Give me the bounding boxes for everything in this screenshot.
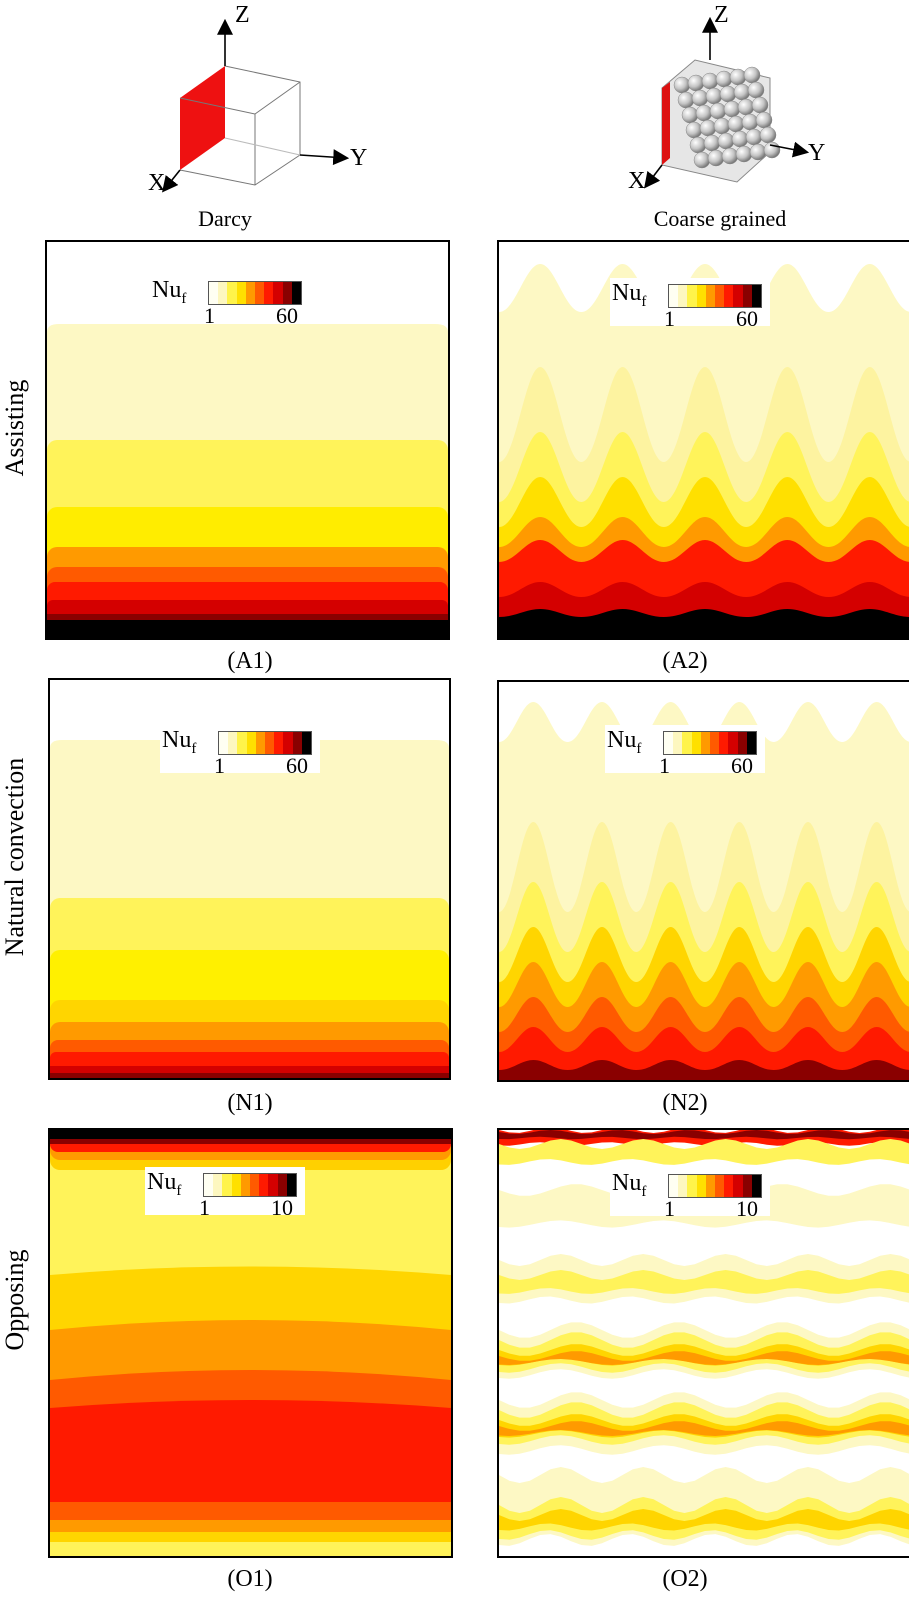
- colorbar-O1: Nuf 1 10: [145, 1167, 305, 1219]
- y-axis-label: Y: [350, 145, 368, 171]
- column-title-darcy: Darcy: [198, 206, 252, 231]
- darcy-cube-diagram: [162, 18, 350, 193]
- colorbar-symbol-text: Nu: [612, 1170, 642, 1196]
- contour-plot-O2: [499, 1130, 909, 1556]
- panel-label-O2: (O2): [662, 1566, 708, 1592]
- panel-O2: [497, 1128, 909, 1558]
- colorbar-max-label: 60: [731, 753, 753, 778]
- colorbar-gradient: [218, 731, 312, 755]
- colorbar-max-label: 10: [271, 1195, 293, 1220]
- colorbar-symbol-sub: f: [191, 740, 197, 757]
- column-title-coarse-grained: Coarse grained: [653, 206, 787, 231]
- contour-plot-N2: [499, 682, 909, 1080]
- colorbar-max-label: 60: [736, 306, 758, 331]
- colorbar-gradient: [663, 731, 757, 755]
- contour-plot-N1: [50, 680, 449, 1078]
- row-label-assisting: Assisting: [0, 379, 29, 477]
- panel-label-A2: (A2): [662, 648, 708, 674]
- colorbar-max-label: 10: [736, 1196, 758, 1221]
- colorbar-min-label: 1: [199, 1195, 210, 1220]
- colorbar-symbol: Nuf: [152, 277, 186, 308]
- y-axis: [299, 149, 350, 166]
- colorbar-gradient: [668, 284, 762, 308]
- colorbar-A1: Nuf 1 60: [150, 275, 310, 327]
- colorbar-symbol-text: Nu: [147, 1169, 177, 1195]
- colorbar-symbol-text: Nu: [607, 727, 637, 753]
- colorbar-gradient: [668, 1174, 762, 1198]
- panel-label-N1: (N1): [227, 1090, 273, 1116]
- panel-A1: [45, 240, 450, 640]
- z-axis-label: Z: [235, 2, 250, 28]
- panel-label-O1: (O1): [227, 1566, 273, 1592]
- colorbar-min-label: 1: [664, 1196, 675, 1221]
- x-axis-label: X: [148, 170, 166, 196]
- colorbar-max-label: 60: [286, 753, 308, 778]
- colorbar-gradient: [203, 1173, 297, 1197]
- colorbar-symbol-text: Nu: [152, 277, 182, 303]
- contour-plot-O1: [50, 1130, 451, 1556]
- colorbar-symbol-sub: f: [636, 740, 642, 757]
- contour-plot-A1: [47, 242, 448, 638]
- colorbar-O2: Nuf 1 10: [610, 1168, 770, 1220]
- y-axis-label: Y: [808, 140, 826, 166]
- colorbar-N2: Nuf 1 60: [605, 725, 765, 777]
- z-axis-label: Z: [714, 2, 729, 28]
- colorbar-symbol-text: Nu: [612, 280, 642, 306]
- colorbar-min-label: 1: [659, 753, 670, 778]
- panel-O1: [48, 1128, 453, 1558]
- colorbar-max-label: 60: [276, 303, 298, 328]
- panel-label-A1: (A1): [227, 648, 273, 674]
- highlighted-face: [662, 82, 670, 165]
- coarse-grained-cube-diagram: [644, 16, 810, 189]
- x-axis-label: X: [628, 168, 646, 194]
- highlighted-face: [180, 66, 225, 170]
- panel-N2: [497, 680, 909, 1082]
- colorbar-min-label: 1: [204, 303, 215, 328]
- colorbar-symbol: Nuf: [612, 280, 646, 311]
- colorbar-symbol-sub: f: [641, 1183, 647, 1200]
- colorbar-min-label: 1: [664, 306, 675, 331]
- colorbar-symbol-sub: f: [181, 290, 187, 307]
- colorbar-min-label: 1: [214, 753, 225, 778]
- colorbar-symbol-sub: f: [641, 293, 647, 310]
- colorbar-symbol: Nuf: [612, 1170, 646, 1201]
- row-label-natural-convection: Natural convection: [0, 757, 29, 957]
- panel-A2: [497, 240, 909, 640]
- x-axis: [162, 169, 181, 193]
- row-label-opposing: Opposing: [0, 1249, 29, 1351]
- colorbar-gradient: [208, 281, 302, 305]
- panel-N1: [48, 678, 451, 1080]
- colorbar-symbol-text: Nu: [162, 727, 192, 753]
- colorbar-N1: Nuf 1 60: [160, 725, 320, 777]
- contour-plot-A2: [499, 242, 909, 638]
- colorbar-symbol: Nuf: [147, 1169, 181, 1200]
- colorbar-A2: Nuf 1 60: [610, 278, 770, 330]
- x-axis: [644, 164, 663, 189]
- colorbar-symbol-sub: f: [176, 1182, 182, 1199]
- y-axis: [769, 141, 810, 158]
- colorbar-symbol: Nuf: [607, 727, 641, 758]
- panel-label-N2: (N2): [662, 1090, 708, 1116]
- colorbar-symbol: Nuf: [162, 727, 196, 758]
